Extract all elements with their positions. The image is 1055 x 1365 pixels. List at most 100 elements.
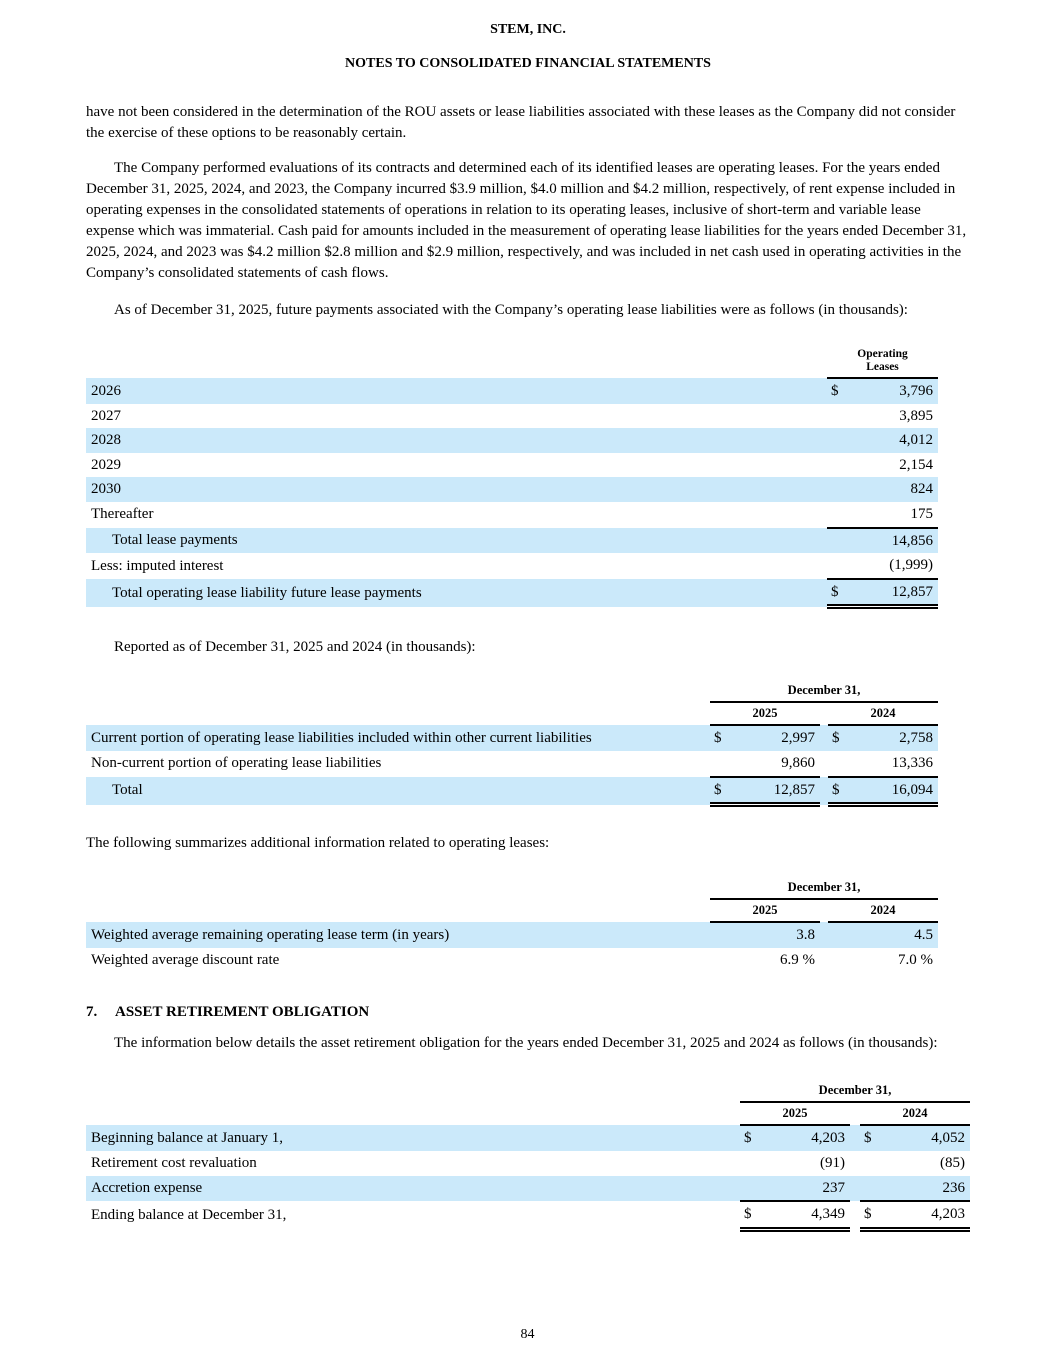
column-gap — [820, 751, 828, 777]
page-number: 84 — [520, 1327, 535, 1342]
paragraph-rent-expense: The Company performed evaluations of its… — [86, 160, 967, 281]
row-label: Total lease payments — [86, 527, 827, 554]
company-name: STEM, INC. — [490, 22, 566, 37]
dollar-sign — [740, 1151, 762, 1176]
group-header: December 31, — [710, 680, 938, 704]
table-row: 2030 824 — [86, 477, 939, 502]
row-label: Accretion expense — [86, 1175, 740, 1202]
table-row: Thereafter 175 — [86, 501, 939, 529]
row-value-2024: (85) — [940, 1154, 965, 1171]
paragraph-future-payments-intro: As of December 31, 2025, future payments… — [114, 302, 908, 318]
section-number: 7. — [86, 1004, 98, 1021]
dollar-sign — [740, 1175, 762, 1203]
row-label: Weighted average remaining operating lea… — [86, 922, 710, 948]
dollar-sign: $ — [860, 1125, 882, 1151]
column-gap — [820, 725, 828, 751]
dollar-sign — [827, 553, 847, 580]
dollar-sign — [827, 404, 847, 429]
paragraph-reported-as-of: Reported as of December 31, 2025 and 202… — [114, 639, 476, 656]
dollar-sign — [827, 527, 847, 554]
column-gap — [850, 1201, 860, 1229]
year-header-2025: 2025 — [710, 702, 820, 727]
row-value: 12,857 — [847, 578, 939, 610]
table-row: 2026 $ 3,796 — [86, 378, 939, 404]
row-label: 2030 — [86, 477, 827, 502]
table-row: Total lease payments 14,856 — [86, 527, 939, 554]
table-row: Retirement cost revaluation (91) (85) — [86, 1151, 970, 1176]
dollar-sign — [860, 1151, 882, 1176]
row-label: 2029 — [91, 456, 121, 473]
column-header-line1: Operating — [857, 348, 908, 360]
dollar-sign: $ — [827, 578, 847, 610]
row-label: Retirement cost revaluation — [91, 1154, 257, 1171]
section-title: ASSET RETIREMENT OBLIGATION — [115, 1004, 370, 1021]
lease-summary-table: December 31, 2025 2024 Weighted average … — [86, 877, 938, 972]
reported-table: December 31, 2025 2024 Current portion o… — [86, 680, 938, 808]
row-value-2025: 2,997 — [732, 725, 820, 751]
row-label: Weighted average discount rate — [91, 951, 280, 968]
row-label: Non-current portion of operating lease l… — [91, 755, 382, 772]
column-header-line2: Leases — [866, 361, 899, 373]
table-row: Weighted average remaining operating lea… — [86, 922, 938, 948]
row-label: Total — [86, 776, 710, 805]
dollar-sign — [827, 453, 847, 478]
row-value-2024: 4.5 — [850, 922, 938, 948]
row-value: 3,796 — [847, 378, 939, 404]
year-header-2025: 2025 — [710, 899, 820, 924]
row-label: Thereafter — [91, 506, 154, 523]
column-gap — [820, 899, 828, 922]
row-label: 2026 — [86, 378, 827, 404]
column-gap — [820, 948, 828, 973]
row-value: 175 — [847, 501, 939, 529]
document-title: NOTES TO CONSOLIDATED FINANCIAL STATEMEN… — [345, 56, 711, 71]
table-row: Total $ 12,857 $ 16,094 — [86, 776, 938, 808]
table-row: Accretion expense 237 236 — [86, 1175, 970, 1203]
table-header-row: 2025 2024 — [86, 1102, 970, 1127]
column-gap — [850, 1102, 860, 1125]
table-row: Total operating lease liability future l… — [86, 578, 939, 610]
table-row: 2027 3,895 — [86, 404, 938, 429]
row-label: 2028 — [86, 428, 827, 453]
row-value-2025: 6.9 % — [780, 951, 815, 968]
empty-cell — [86, 1102, 740, 1125]
dollar-sign — [860, 1175, 882, 1203]
dollar-sign — [828, 922, 850, 948]
year-header-2024: 2024 — [828, 899, 938, 924]
dollar-sign: $ — [828, 776, 850, 808]
table-row: Current portion of operating lease liabi… — [86, 725, 938, 751]
table-header-row: December 31, — [86, 1080, 970, 1104]
row-label: Total operating lease liability future l… — [86, 578, 827, 607]
row-value-2025: (91) — [820, 1154, 845, 1171]
table-row: Weighted average discount rate 6.9 % 7.0… — [86, 948, 938, 973]
table-header-row: 2025 2024 — [86, 702, 938, 727]
row-label: Beginning balance at January 1, — [86, 1125, 740, 1151]
year-header-2025: 2025 — [740, 1102, 850, 1127]
empty-cell — [86, 899, 710, 922]
row-value-2025: 4,203 — [762, 1125, 850, 1151]
column-gap — [850, 1175, 860, 1202]
dollar-sign — [827, 477, 847, 502]
empty-cell — [86, 680, 710, 702]
row-value-2024: 7.0 % — [898, 951, 933, 968]
table-row: 2029 2,154 — [86, 453, 938, 478]
table-row: Less: imputed interest (1,999) — [86, 553, 939, 580]
empty-cell — [86, 877, 710, 899]
table-header-row: December 31, — [86, 680, 938, 704]
row-value-2025: 3.8 — [732, 922, 820, 948]
dollar-sign — [827, 428, 847, 453]
year-header-2024: 2024 — [828, 702, 938, 727]
dollar-sign: $ — [860, 1201, 882, 1232]
empty-cell — [86, 702, 710, 725]
row-value-2024: 16,094 — [850, 776, 938, 808]
table-row: Non-current portion of operating lease l… — [86, 750, 938, 778]
dollar-sign: $ — [828, 725, 850, 751]
section-7-heading: 7. ASSET RETIREMENT OBLIGATION — [86, 1002, 970, 1023]
row-label: Less: imputed interest — [91, 557, 224, 574]
row-value-2025: 237 — [762, 1175, 850, 1203]
table-row: Ending balance at December 31, $ 4,349 $… — [86, 1201, 970, 1232]
empty-cell — [86, 1080, 740, 1102]
table-header-row: December 31, — [86, 877, 938, 901]
dollar-sign — [710, 948, 732, 973]
group-header: December 31, — [740, 1080, 970, 1104]
